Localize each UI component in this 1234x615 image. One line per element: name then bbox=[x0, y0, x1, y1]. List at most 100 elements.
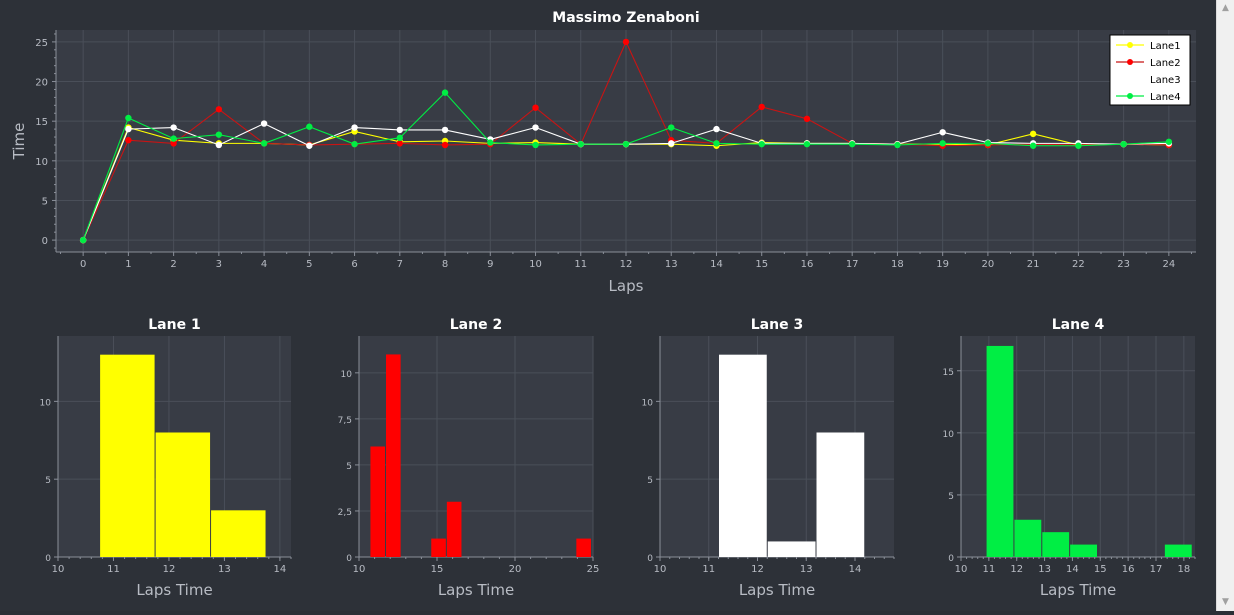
x-tick-label: 11 bbox=[107, 564, 120, 575]
data-point-lane4 bbox=[577, 140, 584, 148]
data-point-lane4 bbox=[1075, 142, 1082, 149]
data-point-lane4 bbox=[79, 236, 87, 244]
data-point-lane3 bbox=[170, 124, 177, 131]
y-tick-label: 2,5 bbox=[338, 508, 352, 518]
x-tick-label: 2 bbox=[170, 259, 176, 270]
histogram-title: Lane 1 bbox=[148, 317, 200, 333]
data-point-lane4 bbox=[441, 89, 449, 96]
y-tick-label: 10 bbox=[40, 398, 52, 408]
x-tick-label: 11 bbox=[982, 564, 995, 575]
x-tick-label: 16 bbox=[801, 259, 814, 270]
histogram-x-axis-label: Laps Time bbox=[739, 581, 815, 599]
y-tick-label: 7,5 bbox=[338, 416, 352, 426]
histogram-x-axis-label: Laps Time bbox=[136, 581, 212, 599]
scroll-up-arrow-icon[interactable]: ▲ bbox=[1222, 3, 1229, 13]
y-tick-label: 5 bbox=[948, 492, 954, 502]
histogram-bar bbox=[1164, 544, 1192, 557]
data-point-lane4 bbox=[351, 140, 358, 148]
x-tick-label: 4 bbox=[261, 259, 267, 270]
chart-canvas: 0 1 2 3 4 5 6 7 8 9 10 11 12 13 14 15 16 17 18 19 20 21 22 23 24… bbox=[10, 10, 1196, 599]
histogram-bar bbox=[100, 354, 155, 557]
legend-box bbox=[1109, 34, 1191, 106]
x-tick-label: 10 bbox=[955, 564, 968, 575]
x-tick-label: 16 bbox=[1122, 564, 1135, 575]
data-point-lane4 bbox=[532, 141, 539, 149]
data-point-lane3 bbox=[396, 126, 404, 134]
x-tick-label: 0 bbox=[80, 259, 86, 270]
x-tick-label: 17 bbox=[1150, 564, 1163, 575]
y-tick-label: 0 bbox=[346, 554, 352, 564]
y-tick-label: 10 bbox=[35, 157, 48, 168]
x-tick-label: 11 bbox=[574, 259, 587, 270]
histogram-bar bbox=[431, 538, 446, 557]
x-tick-label: 10 bbox=[353, 564, 366, 575]
legend-marker bbox=[1127, 59, 1133, 65]
x-tick-label: 8 bbox=[442, 259, 448, 270]
x-axis-label: Laps bbox=[609, 277, 644, 295]
data-point-lane2 bbox=[622, 38, 630, 46]
histogram-bar bbox=[446, 501, 462, 557]
data-point-lane4 bbox=[1029, 142, 1037, 149]
histogram-bar bbox=[1014, 519, 1042, 557]
data-point-lane4 bbox=[215, 131, 223, 138]
data-point-lane4 bbox=[487, 139, 494, 146]
data-point-lane1 bbox=[1029, 130, 1037, 138]
y-tick-label: 0 bbox=[45, 554, 51, 564]
y-tick-label: 25 bbox=[35, 38, 48, 49]
y-tick-label: 10 bbox=[341, 370, 353, 380]
histogram-bar bbox=[155, 432, 211, 557]
data-point-lane4 bbox=[668, 124, 675, 131]
y-tick-label: 20 bbox=[35, 78, 48, 89]
data-point-lane4 bbox=[260, 140, 268, 147]
legend-label: Lane1 bbox=[1150, 41, 1181, 52]
y-tick-label: 5 bbox=[42, 196, 48, 207]
data-point-lane4 bbox=[894, 141, 901, 149]
x-tick-label: 20 bbox=[982, 259, 995, 270]
data-point-lane2 bbox=[125, 137, 132, 144]
data-point-lane3 bbox=[441, 126, 449, 134]
x-tick-label: 13 bbox=[800, 564, 813, 575]
data-point-lane2 bbox=[758, 103, 765, 111]
data-point-lane2 bbox=[532, 104, 539, 111]
x-tick-label: 3 bbox=[216, 259, 222, 270]
histogram-bar bbox=[386, 354, 401, 557]
vertical-scrollbar[interactable]: ▲ ▼ bbox=[1216, 0, 1234, 611]
data-point-lane3 bbox=[306, 142, 313, 149]
data-point-lane4 bbox=[125, 114, 132, 122]
legend-label: Lane2 bbox=[1150, 58, 1181, 69]
x-tick-label: 23 bbox=[1117, 259, 1130, 270]
x-tick-label: 7 bbox=[397, 259, 403, 270]
y-tick-label: 5 bbox=[346, 462, 352, 472]
y-tick-label: 10 bbox=[642, 398, 654, 408]
y-axis-label: Time bbox=[10, 123, 28, 161]
data-point-lane3 bbox=[351, 124, 358, 131]
x-tick-label: 20 bbox=[509, 564, 522, 575]
data-point-lane4 bbox=[848, 140, 856, 148]
data-point-lane2 bbox=[396, 140, 404, 147]
y-tick-label: 5 bbox=[45, 476, 51, 486]
x-tick-label: 12 bbox=[620, 259, 633, 270]
x-tick-label: 14 bbox=[274, 564, 287, 575]
scroll-down-arrow-icon[interactable]: ▼ bbox=[1222, 597, 1229, 607]
x-tick-label: 10 bbox=[654, 564, 667, 575]
histogram-title: Lane 2 bbox=[450, 317, 502, 333]
x-tick-label: 15 bbox=[1094, 564, 1107, 575]
histogram-bar bbox=[1042, 532, 1070, 557]
x-tick-label: 10 bbox=[52, 564, 65, 575]
x-tick-label: 15 bbox=[755, 259, 768, 270]
x-tick-label: 9 bbox=[487, 259, 493, 270]
histogram-bar bbox=[211, 510, 266, 557]
x-tick-label: 24 bbox=[1162, 259, 1175, 270]
x-tick-label: 11 bbox=[702, 564, 715, 575]
y-tick-label: 0 bbox=[647, 554, 653, 564]
histogram-bar bbox=[370, 446, 386, 557]
data-point-lane2 bbox=[170, 140, 177, 147]
y-tick-label: 10 bbox=[943, 430, 955, 440]
x-tick-label: 13 bbox=[1038, 564, 1051, 575]
x-tick-label: 22 bbox=[1072, 259, 1085, 270]
histogram-title: Lane 3 bbox=[751, 317, 803, 333]
data-point-lane4 bbox=[758, 140, 765, 148]
x-tick-label: 12 bbox=[751, 564, 764, 575]
data-point-lane3 bbox=[939, 129, 946, 136]
x-tick-label: 12 bbox=[1010, 564, 1023, 575]
